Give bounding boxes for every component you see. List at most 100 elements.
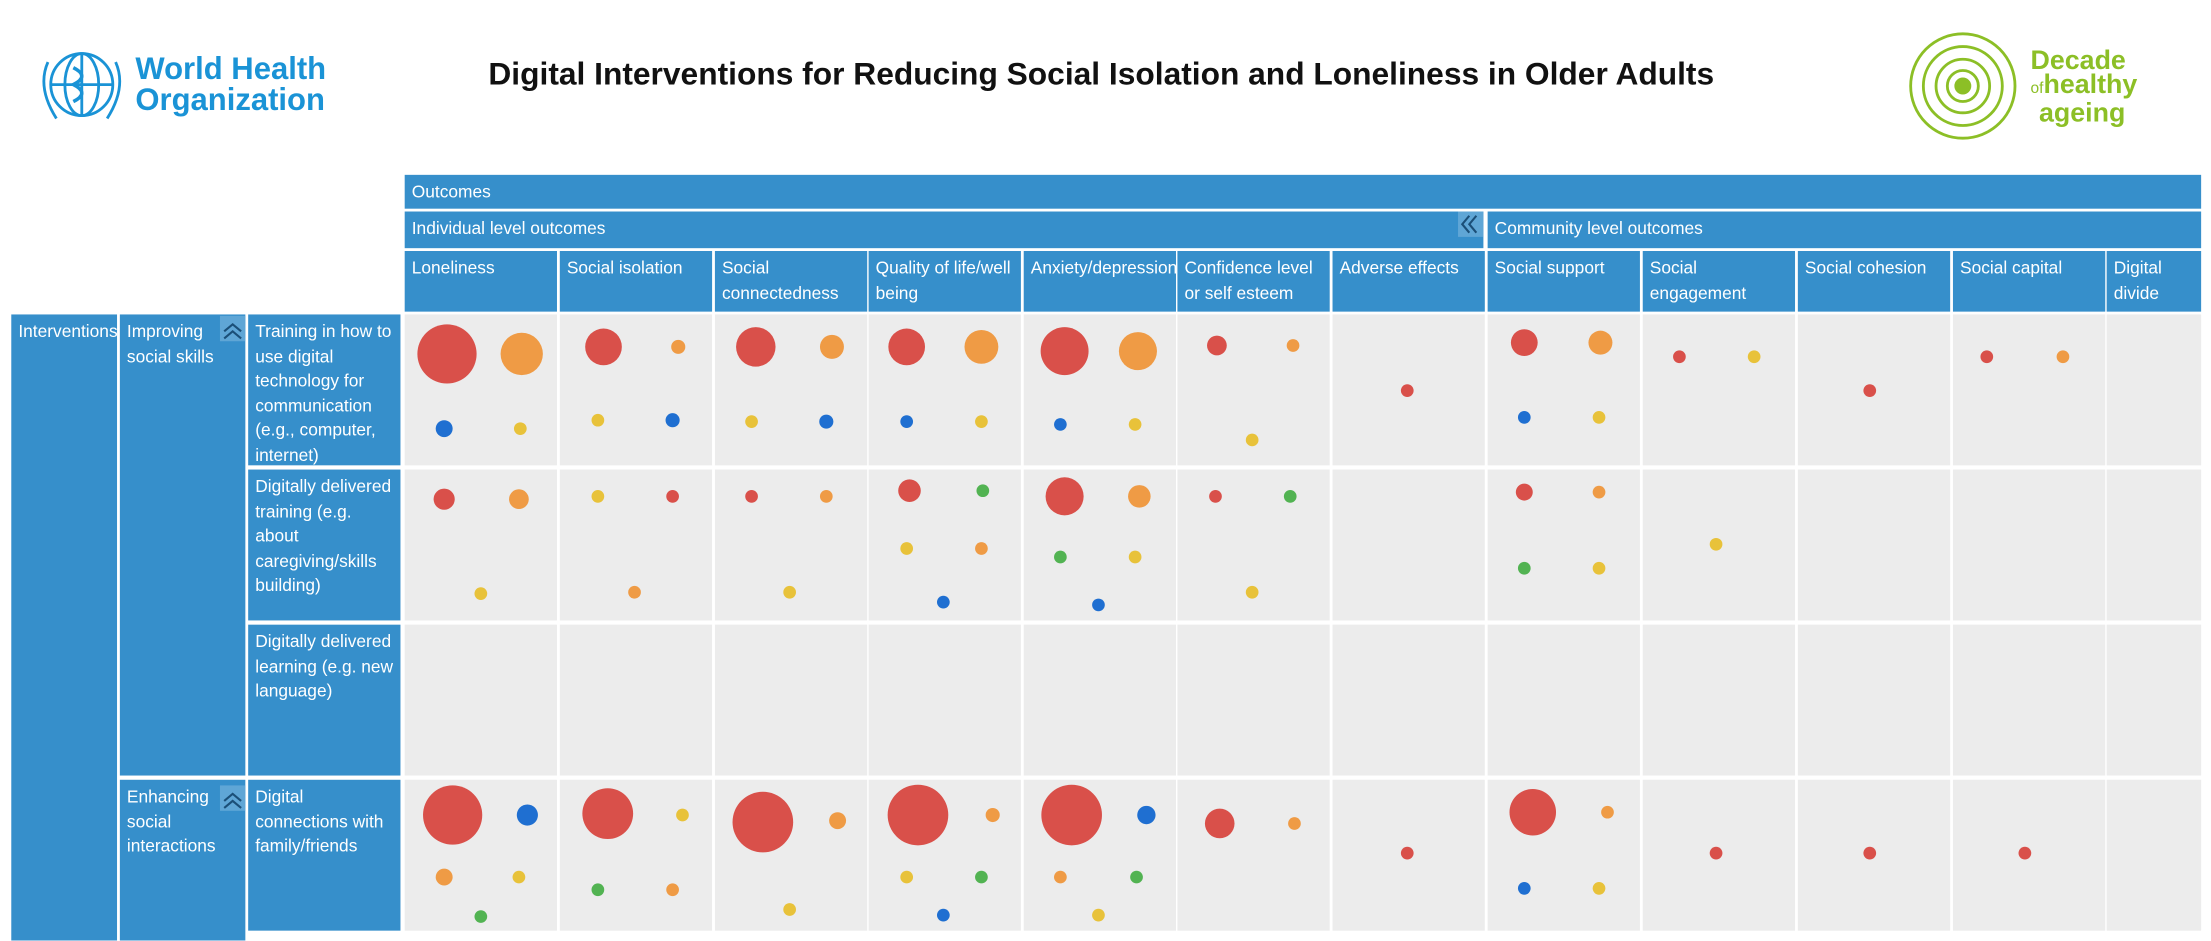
evidence-bubble[interactable] bbox=[1128, 485, 1151, 508]
evidence-bubble[interactable] bbox=[964, 329, 999, 364]
evidence-bubble[interactable] bbox=[1045, 477, 1084, 516]
evidence-bubble[interactable] bbox=[1245, 433, 1259, 447]
evidence-bubble[interactable] bbox=[1510, 329, 1538, 357]
evidence-bubble[interactable] bbox=[1041, 784, 1102, 846]
evidence-bubble[interactable] bbox=[474, 587, 488, 600]
evidence-bubble[interactable] bbox=[1283, 490, 1297, 503]
evidence-bubble[interactable] bbox=[1054, 418, 1067, 431]
evidence-bubble[interactable] bbox=[500, 332, 543, 376]
evidence-bubble[interactable] bbox=[435, 420, 453, 438]
evidence-bubble[interactable] bbox=[1673, 350, 1686, 364]
evidence-bubble[interactable] bbox=[1128, 418, 1142, 431]
evidence-bubble[interactable] bbox=[1040, 327, 1089, 376]
evidence-bubble[interactable] bbox=[509, 489, 529, 510]
evidence-bubble[interactable] bbox=[435, 868, 453, 886]
collapse-buttons[interactable] bbox=[219, 211, 1484, 811]
evidence-bubble[interactable] bbox=[1517, 411, 1531, 424]
evidence-bubble[interactable] bbox=[516, 804, 538, 826]
evidence-bubble[interactable] bbox=[585, 328, 622, 366]
evidence-bubble[interactable] bbox=[513, 422, 527, 436]
gap-cell bbox=[2106, 314, 2202, 466]
evidence-bubble[interactable] bbox=[975, 542, 988, 555]
evidence-bubble[interactable] bbox=[898, 479, 921, 502]
evidence-bubble[interactable] bbox=[1137, 805, 1156, 825]
evidence-bubble[interactable] bbox=[666, 883, 679, 897]
evidence-bubble[interactable] bbox=[671, 339, 686, 354]
evidence-bubble[interactable] bbox=[1592, 485, 1606, 499]
evidence-bubble[interactable] bbox=[1209, 490, 1222, 503]
evidence-bubble[interactable] bbox=[665, 413, 680, 428]
evidence-bubble[interactable] bbox=[1207, 335, 1227, 356]
evidence-bubble[interactable] bbox=[666, 490, 679, 503]
evidence-bubble[interactable] bbox=[1517, 882, 1531, 895]
evidence-bubble[interactable] bbox=[1517, 561, 1531, 575]
evidence-bubble[interactable] bbox=[1118, 332, 1157, 371]
evidence-bubble[interactable] bbox=[1592, 882, 1606, 895]
evidence-bubble[interactable] bbox=[1204, 808, 1235, 839]
evidence-bubble[interactable] bbox=[1863, 846, 1877, 860]
evidence-bubble[interactable] bbox=[887, 784, 949, 846]
evidence-bubble[interactable] bbox=[1092, 598, 1105, 612]
evidence-bubble[interactable] bbox=[783, 585, 796, 599]
evidence-bubble[interactable] bbox=[433, 488, 455, 510]
evidence-bubble[interactable] bbox=[1245, 585, 1259, 599]
evidence-bubble[interactable] bbox=[1400, 384, 1414, 397]
evidence-bubble[interactable] bbox=[417, 324, 477, 384]
evidence-bubble[interactable] bbox=[1286, 339, 1300, 352]
evidence-bubble[interactable] bbox=[1509, 788, 1557, 836]
evidence-bubble[interactable] bbox=[1054, 870, 1067, 884]
evidence-bubble[interactable] bbox=[1709, 846, 1723, 860]
evidence-bubble[interactable] bbox=[936, 595, 950, 609]
evidence-bubble[interactable] bbox=[1601, 805, 1614, 819]
gap-cell bbox=[868, 469, 1021, 621]
evidence-bubble[interactable] bbox=[474, 910, 488, 923]
evidence-bubble[interactable] bbox=[591, 490, 605, 503]
evidence-bubble[interactable] bbox=[1092, 908, 1105, 922]
evidence-bubble[interactable] bbox=[1130, 870, 1143, 884]
evidence-bubble[interactable] bbox=[676, 808, 689, 822]
evidence-bubble[interactable] bbox=[1592, 411, 1606, 424]
evidence-bubble[interactable] bbox=[819, 490, 833, 503]
evidence-bubble[interactable] bbox=[1515, 483, 1533, 501]
evidence-bubble[interactable] bbox=[1747, 350, 1761, 364]
evidence-bubble[interactable] bbox=[745, 415, 758, 428]
evidence-bubble[interactable] bbox=[900, 542, 914, 555]
evidence-bubble[interactable] bbox=[936, 908, 950, 922]
evidence-bubble[interactable] bbox=[2018, 846, 2032, 860]
evidence-bubble[interactable] bbox=[900, 415, 914, 428]
evidence-bubble[interactable] bbox=[819, 334, 844, 359]
evidence-bubble[interactable] bbox=[1863, 384, 1877, 397]
evidence-bubble[interactable] bbox=[888, 328, 926, 366]
gap-cell bbox=[1797, 469, 1951, 621]
evidence-bubble[interactable] bbox=[512, 870, 526, 884]
evidence-bubble[interactable] bbox=[975, 415, 988, 428]
evidence-bubble[interactable] bbox=[2056, 350, 2070, 364]
evidence-bubble[interactable] bbox=[1980, 350, 1994, 364]
evidence-bubble[interactable] bbox=[819, 414, 834, 429]
evidence-bubble[interactable] bbox=[582, 788, 634, 839]
gap-cell bbox=[1642, 314, 1796, 466]
evidence-bubble[interactable] bbox=[976, 484, 990, 498]
evidence-bubble[interactable] bbox=[1288, 817, 1301, 830]
who-logo-line: World Health bbox=[135, 50, 327, 87]
evidence-bubble[interactable] bbox=[1128, 550, 1142, 564]
evidence-bubble[interactable] bbox=[423, 785, 483, 845]
outcome-header: Quality of life/well being bbox=[868, 250, 1021, 312]
evidence-bubble[interactable] bbox=[591, 883, 605, 897]
evidence-bubble[interactable] bbox=[900, 870, 914, 884]
evidence-bubble[interactable] bbox=[783, 903, 796, 916]
evidence-bubble[interactable] bbox=[1400, 846, 1414, 860]
evidence-bubble[interactable] bbox=[1588, 330, 1613, 355]
evidence-bubble[interactable] bbox=[628, 585, 641, 599]
evidence-bubble[interactable] bbox=[732, 791, 794, 853]
evidence-bubble[interactable] bbox=[591, 413, 605, 427]
evidence-bubble[interactable] bbox=[1054, 550, 1067, 564]
who-emblem bbox=[42, 52, 122, 120]
evidence-bubble[interactable] bbox=[1592, 561, 1606, 575]
evidence-bubble[interactable] bbox=[736, 327, 776, 367]
evidence-bubble[interactable] bbox=[985, 807, 1000, 823]
evidence-bubble[interactable] bbox=[745, 490, 758, 503]
evidence-bubble[interactable] bbox=[829, 812, 847, 830]
evidence-bubble[interactable] bbox=[1709, 537, 1723, 551]
evidence-bubble[interactable] bbox=[975, 870, 988, 884]
